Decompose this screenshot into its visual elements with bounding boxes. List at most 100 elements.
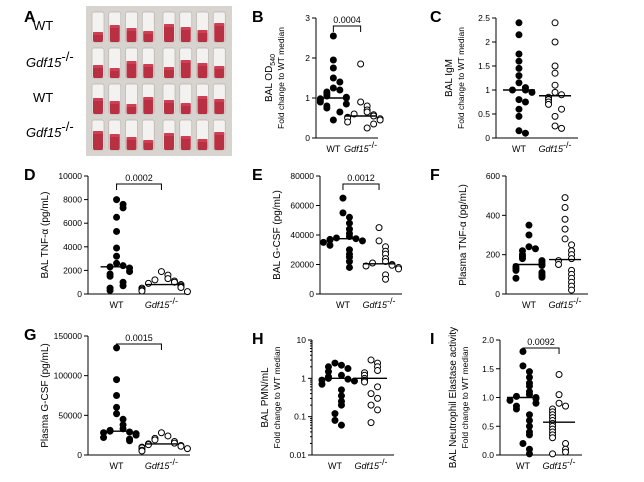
wt-point	[344, 365, 352, 373]
tube	[141, 119, 155, 151]
ko-point	[138, 287, 146, 295]
wt-point	[113, 227, 121, 235]
y-tick-label: 20000	[290, 260, 314, 270]
wt-point	[358, 237, 366, 245]
ko-point	[558, 105, 566, 113]
wt-point	[521, 129, 529, 137]
panel-letter: D	[24, 167, 36, 184]
wt-point	[512, 274, 520, 282]
y-tick-label: 0	[309, 289, 314, 299]
wt-point	[515, 64, 523, 72]
y-tick-label: 6000	[63, 218, 82, 228]
ko-point	[375, 224, 383, 232]
wt-point	[515, 112, 523, 120]
wt-point	[521, 98, 529, 106]
tube	[196, 119, 209, 151]
x-category-wt: WT	[326, 144, 340, 154]
ko-point	[558, 124, 566, 132]
ko-point	[367, 419, 375, 427]
wt-point	[525, 221, 533, 229]
y-tick-label: 1.5	[478, 61, 490, 71]
ko-point	[144, 279, 152, 287]
x-category-wt: WT	[522, 300, 536, 310]
y-tick-label: 3	[305, 13, 310, 23]
y-tick-label: 80000	[290, 171, 314, 181]
wt-point	[331, 416, 339, 424]
x-category-wt: WT	[516, 461, 530, 471]
wt-point	[339, 194, 347, 202]
wt-point	[337, 386, 345, 394]
ko-point	[562, 448, 570, 456]
wt-point	[113, 410, 121, 418]
y-axis-sublabel: Fold change to WT median	[276, 27, 286, 129]
row-label-ko-1: Gdf15-/-	[26, 49, 74, 70]
ko-point	[363, 124, 371, 132]
wt-point	[345, 263, 353, 271]
ko-point	[551, 62, 559, 70]
ko-point	[357, 98, 365, 106]
wt-point	[525, 373, 533, 381]
wt-point	[525, 382, 533, 390]
y-tick-label: 50000	[58, 410, 82, 420]
ko-point	[555, 371, 563, 378]
tube	[91, 11, 105, 43]
tube	[141, 11, 155, 43]
ko-point	[382, 258, 390, 266]
ko-point	[367, 356, 375, 364]
y-tick-label: 0.1	[294, 412, 306, 422]
wt-point	[515, 50, 523, 58]
ko-point	[374, 406, 382, 414]
panel-letter: E	[252, 167, 263, 184]
panel-letter: I	[430, 331, 434, 348]
panel-e: E 0 20000 40000 60000 80000 BAL G-CSF (pg/mL) W…	[252, 167, 403, 310]
tube	[179, 119, 193, 151]
tube	[162, 47, 176, 79]
x-category-ko: Gdf15-/-	[145, 296, 178, 310]
wt-point	[525, 243, 533, 251]
ko-point	[357, 60, 365, 68]
wt-point	[113, 403, 121, 411]
y-tick-label: 100000	[54, 371, 83, 381]
y-axis-label: BAL PMN/mL	[260, 367, 271, 428]
tube	[179, 47, 193, 79]
wt-point	[515, 19, 523, 27]
ko-point	[375, 237, 383, 245]
ko-point	[138, 447, 146, 455]
ko-point	[183, 288, 191, 296]
ko-point	[561, 203, 569, 211]
ko-point	[151, 436, 159, 444]
tube	[91, 83, 105, 115]
panel-h: H 0.01 0.1 1 10 BAL PMN/mL Fold change to WT m…	[252, 331, 394, 471]
ko-point	[555, 261, 563, 268]
tube	[212, 47, 226, 79]
p-value: 0.0015	[125, 333, 153, 343]
wt-point	[512, 405, 520, 413]
wt-point	[329, 64, 337, 72]
tube	[179, 83, 193, 115]
y-tick-label: 0	[77, 450, 82, 460]
ko-point	[549, 434, 557, 442]
y-tick-label: 0	[305, 133, 310, 143]
y-tick-label: 0	[495, 289, 500, 299]
wt-point	[329, 32, 337, 40]
significance-bracket	[332, 25, 362, 32]
x-category-ko: Gdf15-/-	[549, 296, 582, 310]
wt-point	[329, 56, 337, 64]
wt-point	[329, 84, 337, 92]
ko-point	[374, 394, 382, 402]
ko-point	[157, 268, 165, 276]
y-axis-sublabel: Fold change to WT median	[272, 346, 282, 448]
wt-point	[336, 108, 344, 116]
y-axis-label: Plasma TNF-α (pg/mL)	[458, 184, 469, 286]
wt-point	[519, 440, 527, 447]
wt-point	[126, 437, 134, 445]
wt-point	[113, 244, 121, 252]
wt-point	[318, 380, 326, 388]
wt-point	[331, 410, 339, 418]
wt-point	[113, 196, 121, 204]
wt-point	[515, 96, 523, 104]
wt-point	[350, 377, 358, 385]
x-category-wt: WT	[336, 300, 350, 310]
wt-point	[331, 359, 339, 367]
y-axis-label: BAL OD540	[264, 54, 277, 102]
